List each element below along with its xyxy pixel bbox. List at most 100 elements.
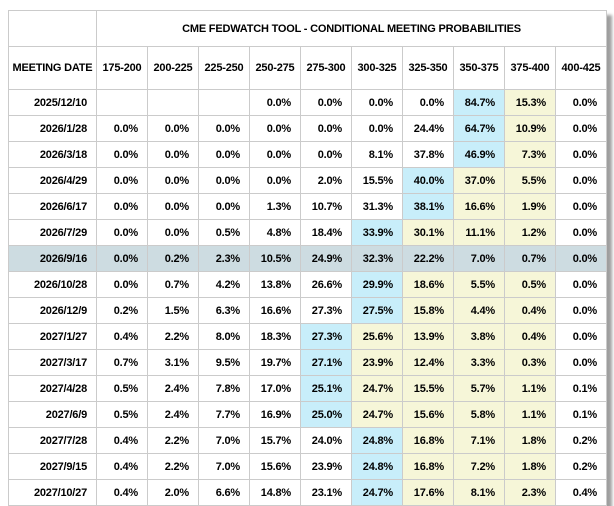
meeting-date-cell: 2026/6/17 [8, 193, 97, 220]
table-row[interactable]: 2027/4/28 0.5% 2.4% 7.8% 17.0% 25.1% 24.7% 15.5… [8, 375, 607, 402]
table-row[interactable]: 2027/7/28 0.4% 2.2% 7.0% 15.7% 24.0% 24.8% 16.8… [8, 427, 607, 454]
probability-cell: 7.2% [453, 453, 505, 480]
meeting-date-cell: 2027/1/27 [8, 323, 97, 350]
table-row[interactable]: 2026/4/29 0.0% 0.0% 0.0% 0.0% 2.0% 15.5% 40.0% 3… [8, 167, 607, 194]
table-row[interactable]: 2025/12/10 0.0% 0.0% 0.0% 0.0% 84.7% 15.3% 0.0% [8, 89, 607, 116]
probability-cell: 0.0% [147, 115, 199, 142]
probability-cell: 16.6% [249, 297, 301, 324]
probability-cell: 0.1% [555, 401, 607, 428]
probability-cell: 7.3% [504, 141, 556, 168]
probability-cell: 0.7% [96, 349, 148, 376]
probability-cell: 16.9% [249, 401, 301, 428]
probability-cell: 24.7% [351, 401, 403, 428]
probability-cell: 5.7% [453, 375, 505, 402]
probability-cell: 64.7% [453, 115, 505, 142]
probability-cell: 4.8% [249, 219, 301, 246]
probability-cell: 0.0% [300, 89, 352, 116]
probability-cell [96, 89, 148, 116]
probability-cell: 13.8% [249, 271, 301, 298]
table-row[interactable]: 2027/3/17 0.7% 3.1% 9.5% 19.7% 27.1% 23.9% 12.4… [8, 349, 607, 376]
probability-cell: 24.9% [300, 245, 352, 272]
probability-cell: 15.6% [249, 453, 301, 480]
probability-cell: 25.1% [300, 375, 352, 402]
table-row[interactable]: 2026/7/29 0.0% 0.0% 0.5% 4.8% 18.4% 33.9% 30.1%… [8, 219, 607, 246]
probability-cell: 3.8% [453, 323, 505, 350]
probability-cell: 13.9% [402, 323, 454, 350]
table-row[interactable]: 2027/6/9 0.5% 2.4% 7.7% 16.9% 25.0% 24.7% 15.6%… [8, 401, 607, 428]
probability-cell: 1.3% [249, 193, 301, 220]
probability-cell: 8.0% [198, 323, 250, 350]
meeting-date-cell: 2026/4/29 [8, 167, 97, 194]
table-row-selected[interactable]: 2026/9/16 0.0% 0.2% 2.3% 10.5% 24.9% 32.3% 22.2… [8, 245, 607, 272]
probability-cell: 7.7% [198, 401, 250, 428]
probability-cell: 16.8% [402, 427, 454, 454]
probability-cell: 27.5% [351, 297, 403, 324]
probability-cell: 0.4% [96, 323, 148, 350]
probability-cell: 27.1% [300, 349, 352, 376]
probability-cell: 15.7% [249, 427, 301, 454]
table-row[interactable]: 2027/9/15 0.4% 2.2% 7.0% 15.6% 23.9% 24.8% 16.8… [8, 453, 607, 480]
probability-cell: 5.8% [453, 401, 505, 428]
table-row[interactable]: 2027/1/27 0.4% 2.2% 8.0% 18.3% 27.3% 25.6% 13.9… [8, 323, 607, 350]
probability-cell: 0.0% [555, 297, 607, 324]
probability-cell: 0.0% [351, 115, 403, 142]
probability-cell: 0.7% [504, 245, 556, 272]
probability-cell: 0.0% [249, 89, 301, 116]
probability-cell: 0.0% [249, 115, 301, 142]
probability-cell: 1.2% [504, 219, 556, 246]
probability-cell: 0.4% [504, 323, 556, 350]
probability-cell: 1.9% [504, 193, 556, 220]
meeting-date-cell: 2026/12/9 [8, 297, 97, 324]
probability-cell: 0.0% [555, 167, 607, 194]
probability-cell: 2.4% [147, 401, 199, 428]
probability-cell: 7.8% [198, 375, 250, 402]
meeting-date-cell: 2026/1/28 [8, 115, 97, 142]
probability-cell: 0.0% [555, 323, 607, 350]
column-header-275-300: 275-300 [300, 46, 352, 90]
probability-cell: 18.4% [300, 219, 352, 246]
probability-cell: 84.7% [453, 89, 505, 116]
probability-cell: 0.0% [96, 219, 148, 246]
meeting-date-cell: 2027/6/9 [8, 401, 97, 428]
probability-cell: 0.0% [147, 141, 199, 168]
probability-cell: 0.0% [555, 193, 607, 220]
table-row[interactable]: 2026/12/9 0.2% 1.5% 6.3% 16.6% 27.3% 27.5% 15.8… [8, 297, 607, 324]
probability-cell: 1.8% [504, 427, 556, 454]
table-row[interactable]: 2026/10/28 0.0% 0.7% 4.2% 13.8% 26.6% 29.9% 18.… [8, 271, 607, 298]
fedwatch-table-container: CME FEDWATCH TOOL - CONDITIONAL MEETING … [8, 10, 607, 506]
probability-cell: 22.2% [402, 245, 454, 272]
probability-cell: 6.3% [198, 297, 250, 324]
probability-cell: 25.0% [300, 401, 352, 428]
probability-cell: 10.7% [300, 193, 352, 220]
probability-cell: 26.6% [300, 271, 352, 298]
meeting-date-cell: 2027/7/28 [8, 427, 97, 454]
probability-cell: 2.2% [147, 427, 199, 454]
probability-cell: 7.0% [453, 245, 505, 272]
column-header-225-250: 225-250 [198, 46, 250, 90]
probability-cell: 16.6% [453, 193, 505, 220]
probability-cell: 15.3% [504, 89, 556, 116]
probability-cell: 27.3% [300, 323, 352, 350]
table-row[interactable]: 2026/3/18 0.0% 0.0% 0.0% 0.0% 0.0% 8.1% 37.8% 46… [8, 141, 607, 168]
probability-cell: 24.7% [351, 375, 403, 402]
column-header-row: MEETING DATE 175-200 200-225 225-250 250-27… [8, 46, 607, 90]
table-title: CME FEDWATCH TOOL - CONDITIONAL MEETING … [96, 10, 607, 47]
table-row[interactable]: 2026/6/17 0.0% 0.0% 0.0% 1.3% 10.7% 31.3% 38.1%… [8, 193, 607, 220]
probability-cell: 37.0% [453, 167, 505, 194]
probability-cell: 4.2% [198, 271, 250, 298]
probability-cell: 24.8% [351, 453, 403, 480]
probability-cell: 1.8% [504, 453, 556, 480]
column-header-300-325: 300-325 [351, 46, 403, 90]
probability-cell: 0.0% [96, 167, 148, 194]
probability-cell: 0.0% [555, 115, 607, 142]
table-row[interactable]: 2026/1/28 0.0% 0.0% 0.0% 0.0% 0.0% 0.0% 24.4% 64… [8, 115, 607, 142]
probability-cell: 4.4% [453, 297, 505, 324]
probability-cell: 24.0% [300, 427, 352, 454]
probability-cell: 0.0% [300, 115, 352, 142]
probability-cell: 2.0% [300, 167, 352, 194]
probability-cell: 1.1% [504, 401, 556, 428]
probability-cell: 25.6% [351, 323, 403, 350]
probability-cell: 5.5% [504, 167, 556, 194]
probability-cell: 0.2% [555, 427, 607, 454]
probability-cell: 0.0% [555, 141, 607, 168]
